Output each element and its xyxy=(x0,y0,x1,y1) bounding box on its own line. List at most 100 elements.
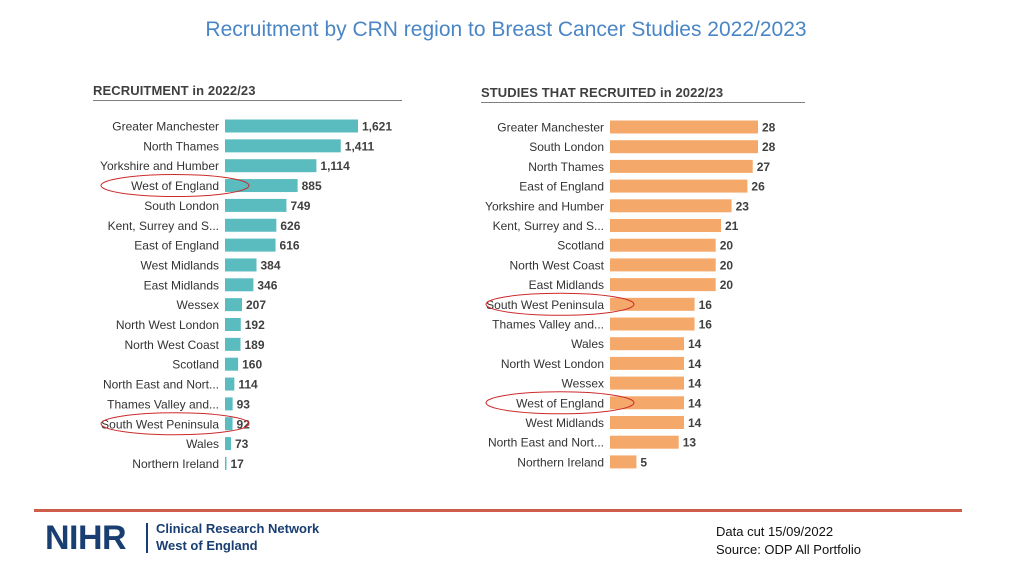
recruitment-bar-south-west-peninsula xyxy=(225,417,233,431)
studies-chart-title: STUDIES THAT RECRUITED in 2022/23 xyxy=(481,85,724,100)
studies-bar-south-west-peninsula xyxy=(610,297,695,311)
studies-category-label-south-west-peninsula: South West Peninsula xyxy=(486,298,604,312)
studies-category-label-northern-ireland: Northern Ireland xyxy=(517,455,604,469)
studies-category-label-kent-surrey-and-s: Kent, Surrey and S... xyxy=(493,219,604,233)
studies-value-label-north-west-coast: 20 xyxy=(720,258,734,272)
recruitment-category-label-greater-manchester: Greater Manchester xyxy=(112,120,219,134)
recruitment-value-label-thames-valley-and: 93 xyxy=(237,397,251,411)
recruitment-bar-northern-ireland xyxy=(225,456,227,470)
studies-value-label-northern-ireland: 5 xyxy=(640,455,647,469)
footer-divider xyxy=(34,509,962,512)
recruitment-bar-greater-manchester xyxy=(225,119,358,133)
studies-bar-kent-surrey-and-s xyxy=(610,219,721,232)
recruitment-value-label-wessex: 207 xyxy=(246,298,266,312)
studies-bar-west-of-england xyxy=(610,396,684,410)
studies-bar-west-midlands xyxy=(610,416,684,429)
recruitment-value-label-greater-manchester: 1,621 xyxy=(362,120,392,134)
recruitment-bar-yorkshire-and-humber xyxy=(225,159,317,173)
studies-bar-scotland xyxy=(610,238,716,252)
recruitment-bar-west-midlands xyxy=(225,258,257,272)
recruitment-value-label-wales: 73 xyxy=(235,437,249,451)
studies-bar-north-thames xyxy=(610,159,753,173)
studies-value-label-south-london: 28 xyxy=(762,140,776,154)
recruitment-category-label-wales: Wales xyxy=(186,437,219,451)
recruitment-category-label-east-of-england: East of England xyxy=(134,239,219,253)
recruitment-value-label-north-east-and-nort: 114 xyxy=(238,378,258,392)
studies-bar-thames-valley-and xyxy=(610,317,695,331)
studies-category-label-wales: Wales xyxy=(571,337,604,351)
recruitment-title-rule xyxy=(93,100,402,101)
studies-bar-north-east-and-nort xyxy=(610,435,679,449)
studies-value-label-greater-manchester: 28 xyxy=(762,121,776,135)
studies-category-label-yorkshire-and-humber: Yorkshire and Humber xyxy=(485,199,604,213)
studies-value-label-east-midlands: 20 xyxy=(720,278,734,292)
recruitment-bar-west-of-england xyxy=(225,179,298,193)
recruitment-category-label-wessex: Wessex xyxy=(177,298,219,312)
studies-title-rule xyxy=(481,102,805,103)
recruitment-value-label-west-of-england: 885 xyxy=(302,179,322,193)
logo-network-name: Clinical Research Network xyxy=(156,521,320,536)
logo-region-name: West of England xyxy=(156,538,258,553)
recruitment-bar-north-west-coast xyxy=(225,337,241,351)
studies-value-label-thames-valley-and: 16 xyxy=(699,318,713,332)
studies-bar-north-west-coast xyxy=(610,258,716,272)
recruitment-value-label-south-london: 749 xyxy=(290,199,310,213)
recruitment-bar-north-west-london xyxy=(225,318,241,331)
studies-bar-northern-ireland xyxy=(610,455,637,469)
recruitment-bar-north-thames xyxy=(225,139,341,153)
studies-bar-wales xyxy=(610,337,684,351)
recruitment-category-label-west-of-england: West of England xyxy=(131,179,219,193)
studies-bar-chart: Greater Manchester 28 South London 28 North … xyxy=(485,120,776,469)
studies-value-label-south-west-peninsula: 16 xyxy=(699,298,713,312)
recruitment-bar-chart: Greater Manchester 1,621 North Thames 1,411… xyxy=(100,119,392,471)
studies-category-label-east-of-england: East of England xyxy=(519,180,604,194)
studies-category-label-scotland: Scotland xyxy=(557,239,604,253)
data-source: Source: ODP All Portfolio xyxy=(716,542,861,557)
studies-bar-east-of-england xyxy=(610,179,748,193)
studies-bar-south-london xyxy=(610,140,758,154)
recruitment-value-label-east-of-england: 616 xyxy=(280,239,300,253)
studies-category-label-north-west-coast: North West Coast xyxy=(510,258,605,272)
recruitment-value-label-yorkshire-and-humber: 1,114 xyxy=(320,159,350,173)
recruitment-value-label-east-midlands: 346 xyxy=(257,278,277,292)
recruitment-category-label-yorkshire-and-humber: Yorkshire and Humber xyxy=(100,159,219,173)
studies-value-label-wessex: 14 xyxy=(688,377,702,391)
recruitment-bar-kent-surrey-and-s xyxy=(225,218,277,232)
recruitment-bar-scotland xyxy=(225,357,239,371)
recruitment-category-label-east-midlands: East Midlands xyxy=(144,278,219,292)
studies-value-label-west-of-england: 14 xyxy=(688,396,702,410)
recruitment-value-label-north-thames: 1,411 xyxy=(345,139,375,153)
recruitment-bar-wales xyxy=(225,437,231,451)
recruitment-category-label-west-midlands: West Midlands xyxy=(141,258,219,272)
recruitment-value-label-kent-surrey-and-s: 626 xyxy=(280,219,300,233)
studies-category-label-east-midlands: East Midlands xyxy=(529,278,604,292)
studies-value-label-north-west-london: 14 xyxy=(688,357,702,371)
studies-value-label-north-thames: 27 xyxy=(757,160,771,174)
slide-title: Recruitment by CRN region to Breast Canc… xyxy=(205,18,807,41)
recruitment-category-label-south-london: South London xyxy=(144,199,219,213)
recruitment-category-label-north-thames: North Thames xyxy=(143,139,219,153)
recruitment-category-label-north-east-and-nort: North East and Nort... xyxy=(103,378,219,392)
recruitment-bar-thames-valley-and xyxy=(225,397,233,411)
studies-category-label-west-of-england: West of England xyxy=(516,396,604,410)
studies-bar-east-midlands xyxy=(610,278,716,292)
recruitment-value-label-west-midlands: 384 xyxy=(261,258,281,272)
studies-value-label-kent-surrey-and-s: 21 xyxy=(725,219,739,233)
studies-bar-yorkshire-and-humber xyxy=(610,199,732,213)
studies-category-label-north-west-london: North West London xyxy=(501,357,604,371)
recruitment-chart-title: RECRUITMENT in 2022/23 xyxy=(93,83,256,98)
studies-category-label-south-london: South London xyxy=(529,140,604,154)
studies-value-label-east-of-england: 26 xyxy=(751,180,765,194)
studies-value-label-west-midlands: 14 xyxy=(688,416,702,430)
recruitment-category-label-thames-valley-and: Thames Valley and... xyxy=(107,397,219,411)
recruitment-category-label-south-west-peninsula: South West Peninsula xyxy=(101,417,219,431)
studies-bar-north-west-london xyxy=(610,356,684,370)
recruitment-value-label-north-west-coast: 189 xyxy=(245,338,265,352)
studies-value-label-yorkshire-and-humber: 23 xyxy=(736,199,750,213)
recruitment-bar-south-london xyxy=(225,198,287,212)
studies-bar-wessex xyxy=(610,376,684,390)
recruitment-bar-north-east-and-nort xyxy=(225,377,235,391)
studies-category-label-thames-valley-and: Thames Valley and... xyxy=(492,318,604,332)
recruitment-category-label-north-west-coast: North West Coast xyxy=(125,338,220,352)
studies-category-label-wessex: Wessex xyxy=(562,377,604,391)
